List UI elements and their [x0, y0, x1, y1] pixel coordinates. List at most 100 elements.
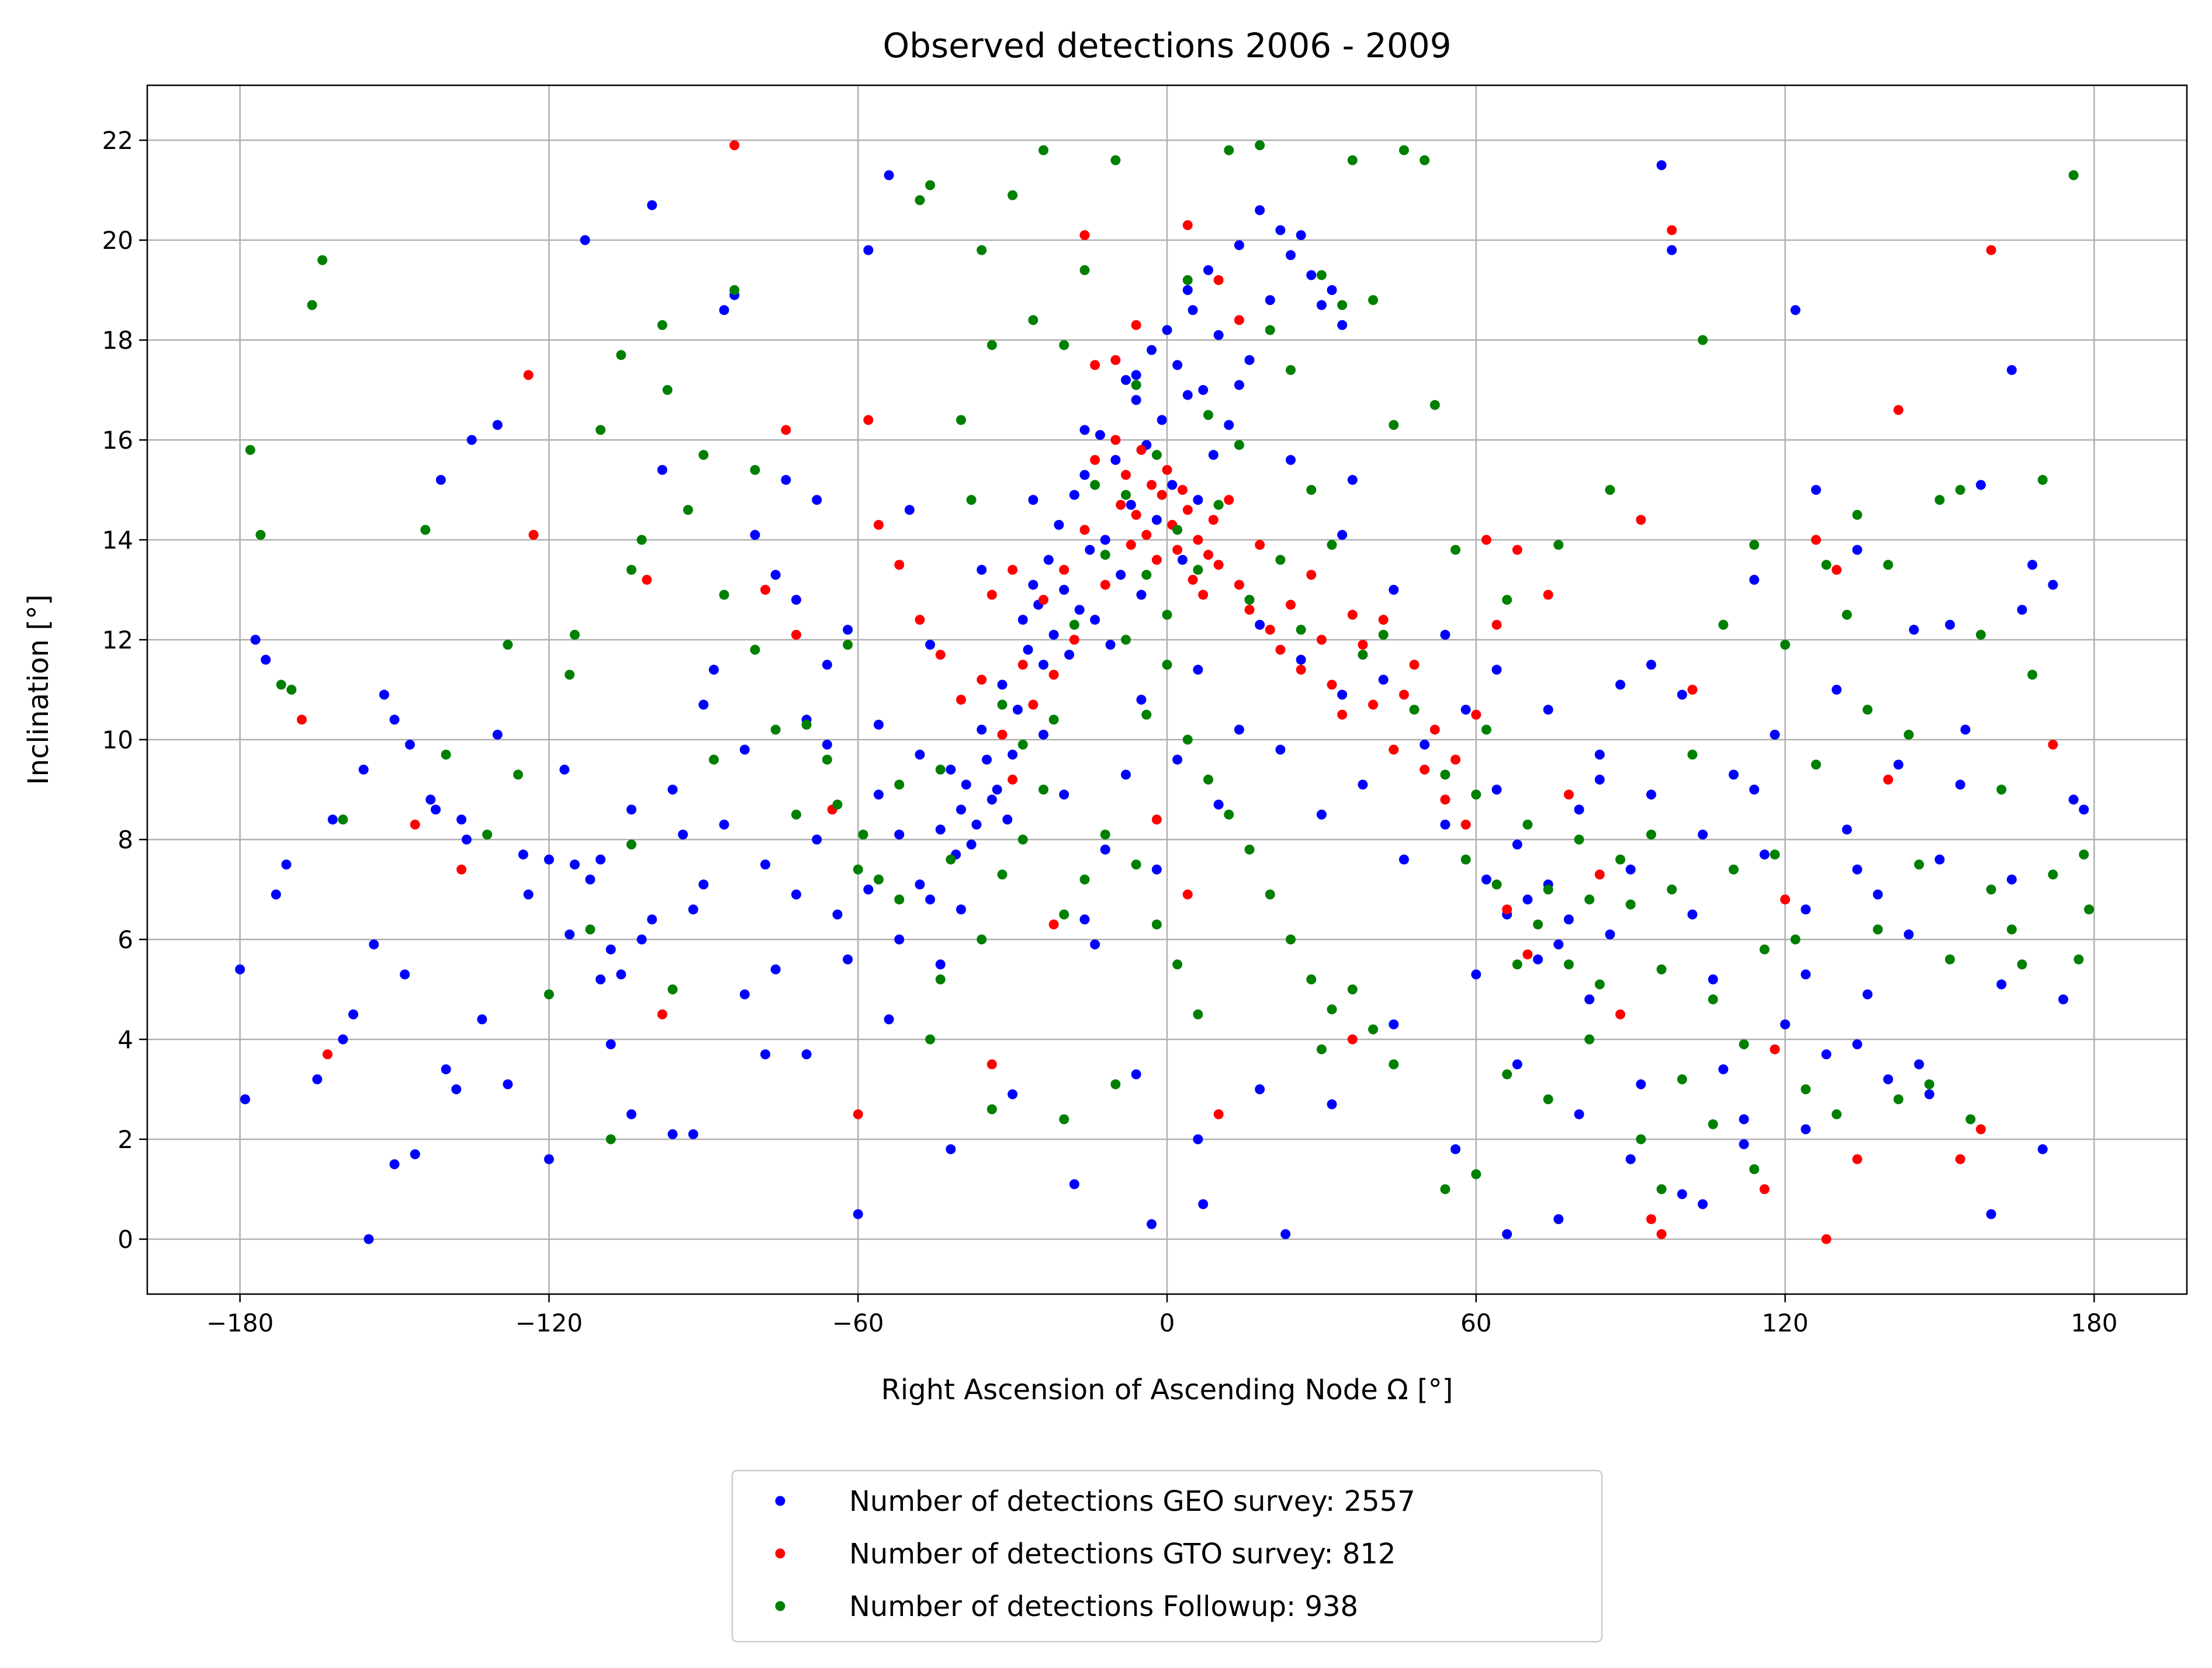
data-point — [1801, 969, 1811, 980]
data-point — [1790, 934, 1801, 945]
data-point — [1234, 380, 1244, 390]
data-point — [1728, 864, 1739, 875]
data-point — [1759, 1184, 1770, 1194]
data-point — [1090, 615, 1100, 625]
y-tick-label: 8 — [117, 826, 133, 854]
data-point — [425, 795, 436, 805]
data-point — [245, 445, 255, 455]
data-point — [935, 650, 946, 660]
data-point — [1986, 245, 1996, 255]
data-point — [935, 824, 946, 835]
data-point — [873, 719, 884, 730]
data-point — [770, 724, 781, 735]
data-point — [461, 834, 472, 845]
data-point — [1100, 829, 1110, 840]
data-point — [1059, 564, 1069, 575]
data-point — [1198, 1199, 1209, 1209]
data-point — [1420, 155, 1430, 165]
data-point — [1131, 509, 1141, 520]
data-point — [1471, 789, 1481, 800]
data-point — [1327, 285, 1337, 296]
data-point — [1347, 609, 1358, 620]
data-point — [1234, 315, 1244, 325]
data-point — [1347, 474, 1358, 485]
data-point — [1208, 450, 1218, 460]
data-point — [935, 959, 946, 970]
data-point — [616, 969, 626, 980]
data-point — [1064, 650, 1075, 660]
data-point — [982, 754, 992, 765]
legend-entry: Number of detections GTO survey: 812 — [849, 1538, 1396, 1570]
data-point — [1543, 589, 1553, 600]
x-tick-label: 60 — [1460, 1309, 1491, 1337]
data-point — [1017, 740, 1028, 750]
data-point — [1177, 554, 1188, 565]
data-point — [1265, 295, 1275, 306]
data-point — [1224, 145, 1234, 155]
data-point — [667, 1129, 678, 1139]
data-point — [1337, 529, 1348, 540]
data-point — [235, 964, 245, 975]
data-point — [1728, 769, 1739, 780]
data-point — [585, 924, 596, 935]
data-point — [1790, 305, 1801, 315]
data-point — [441, 1064, 451, 1074]
data-point — [1543, 1094, 1553, 1105]
data-point — [956, 804, 966, 815]
data-point — [1136, 695, 1147, 705]
data-point — [1224, 809, 1234, 820]
data-point — [240, 1094, 250, 1105]
data-point — [843, 625, 853, 635]
data-point — [1126, 540, 1136, 550]
data-point — [1188, 574, 1198, 585]
data-point — [626, 1109, 636, 1119]
data-point — [791, 629, 801, 640]
data-point — [1131, 320, 1141, 330]
data-point — [770, 964, 781, 975]
data-point — [2006, 924, 2017, 935]
data-point — [1909, 625, 1919, 635]
data-point — [946, 764, 956, 775]
data-point — [729, 140, 740, 151]
data-point — [276, 679, 286, 690]
data-point — [1280, 1229, 1291, 1239]
data-point — [1584, 1034, 1595, 1045]
data-point — [1157, 415, 1167, 425]
data-point — [544, 1154, 554, 1164]
data-point — [997, 699, 1008, 710]
data-point — [1008, 190, 1018, 200]
data-point — [466, 435, 477, 445]
data-point — [1471, 709, 1481, 720]
data-point — [1337, 300, 1348, 310]
data-point — [636, 934, 647, 945]
data-point — [812, 834, 822, 845]
data-point — [1234, 440, 1244, 450]
data-point — [1440, 795, 1451, 805]
data-point — [1306, 974, 1317, 984]
data-point — [1811, 760, 1821, 770]
data-point — [1316, 809, 1327, 820]
data-point — [477, 1014, 487, 1025]
data-point — [946, 854, 956, 865]
legend-entry: Number of detections GEO survey: 2557 — [849, 1485, 1415, 1518]
data-point — [1636, 1079, 1646, 1090]
data-point — [1975, 629, 1986, 640]
data-point — [977, 674, 987, 685]
data-point — [364, 1234, 374, 1244]
data-point — [956, 904, 966, 915]
legend-box — [731, 1469, 1603, 1643]
data-point — [1739, 1039, 1749, 1050]
data-point — [1275, 744, 1286, 755]
data-point — [544, 989, 554, 1000]
data-point — [858, 829, 868, 840]
data-point — [1841, 824, 1852, 835]
data-point — [528, 529, 539, 540]
data-point — [873, 789, 884, 800]
data-point — [1708, 994, 1718, 1005]
data-point — [513, 769, 524, 780]
data-point — [1296, 654, 1306, 665]
data-point — [1872, 889, 1883, 900]
data-point — [1038, 145, 1048, 155]
data-point — [1615, 679, 1626, 690]
data-point — [1398, 854, 1409, 865]
